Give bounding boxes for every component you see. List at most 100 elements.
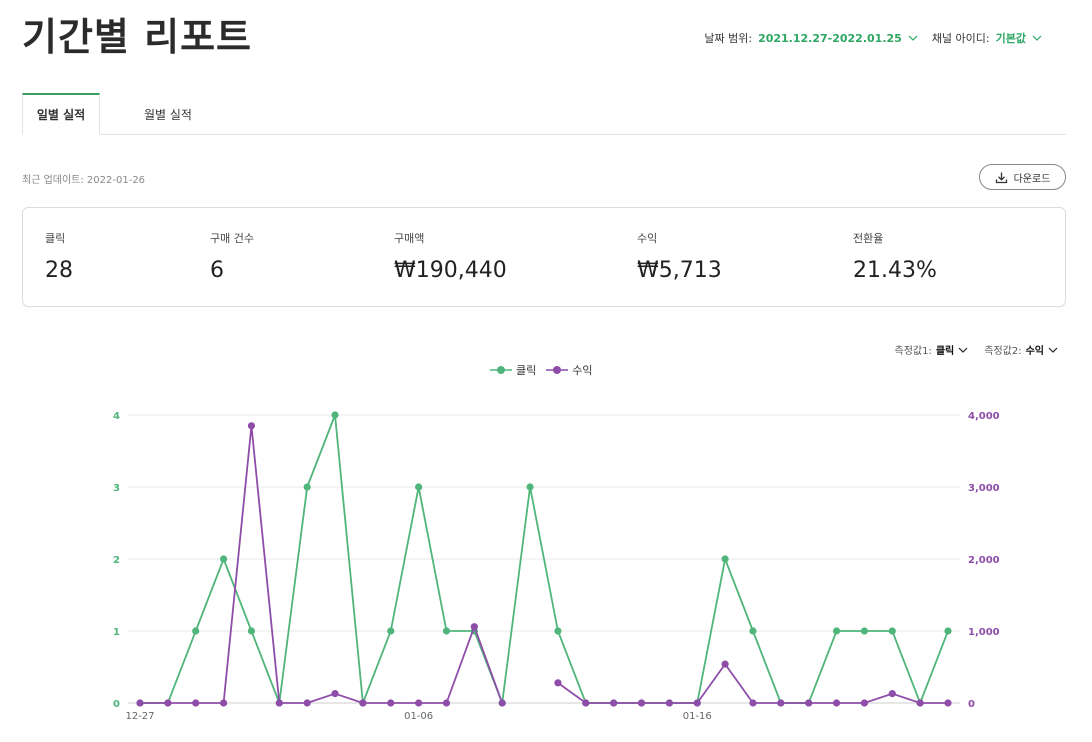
stat-label: 클릭	[45, 232, 66, 245]
daily-performance-chart: 0 0 1 1,000 2 2,000 3 3,000 4 4,000 12-27 01-06 01-1…	[113, 411, 1000, 722]
stat-value: 21.43%	[853, 258, 937, 283]
measure1-value: 클릭	[935, 346, 955, 357]
report-filters: 날짜 범위: 2021.12.27-2022.01.25 채널 아이디: 기본값	[704, 30, 1042, 46]
channel-id-value: 기본값	[995, 32, 1026, 45]
stat-conversion-rate: 전환율 21.43%	[853, 230, 937, 283]
y-left-tick-label: 0	[113, 699, 120, 710]
stat-value: ₩5,713	[637, 258, 722, 283]
stat-value: 28	[45, 258, 73, 283]
tab-daily[interactable]: 일별 실적	[22, 93, 100, 135]
measure1-label: 측정값1:	[894, 346, 932, 357]
channel-id-filter[interactable]: 채널 아이디: 기본값	[932, 30, 1042, 46]
y-left-tick-label: 4	[113, 411, 120, 422]
chevron-down-icon	[1032, 35, 1042, 41]
measure2-select[interactable]: 측정값2: 수익	[984, 342, 1058, 357]
clicks-point	[888, 627, 896, 635]
clicks-point	[387, 627, 395, 635]
revenue-point	[442, 699, 451, 707]
stat-value: ₩190,440	[394, 258, 507, 283]
y-right-tick-label: 1,000	[968, 627, 1000, 638]
legend-marker-revenue	[546, 366, 569, 374]
revenue-point	[944, 699, 952, 707]
legend-item-revenue[interactable]: 수익	[546, 362, 593, 378]
revenue-point	[888, 690, 896, 698]
revenue-line	[557, 662, 948, 704]
legend-item-clicks[interactable]: 클릭	[490, 362, 536, 378]
stat-label: 구매액	[394, 232, 425, 245]
revenue-point	[582, 699, 590, 707]
chart-legend: 클릭 수익	[490, 362, 593, 378]
revenue-point	[275, 699, 283, 707]
last-updated-text: 최근 업데이트: 2022-01-26	[22, 175, 146, 186]
measure2-value: 수익	[1025, 346, 1044, 357]
date-range-value: 2021.12.27-2022.01.25	[758, 31, 902, 45]
clicks-point	[192, 627, 200, 635]
revenue-point	[721, 660, 729, 668]
revenue-line	[140, 425, 504, 704]
revenue-point	[832, 699, 841, 707]
x-tick-label: 01-06	[404, 711, 433, 722]
revenue-point	[665, 699, 673, 707]
revenue-point	[916, 699, 924, 707]
revenue-point	[303, 699, 311, 707]
page-title: 기간별 리포트	[22, 15, 252, 59]
revenue-point	[805, 699, 813, 707]
revenue-point	[331, 690, 339, 698]
revenue-point	[247, 422, 256, 430]
revenue-point	[387, 699, 395, 707]
y-right-tick-label: 2,000	[968, 555, 1000, 566]
stat-label: 구매 건수	[210, 232, 254, 245]
x-tick-label: 12-27	[125, 711, 154, 722]
stat-label: 수익	[637, 232, 658, 245]
revenue-point	[192, 699, 200, 707]
revenue-point	[498, 699, 506, 707]
download-label: 다운로드	[1013, 173, 1051, 185]
date-range-label: 날짜 범위:	[704, 32, 753, 45]
measure1-select[interactable]: 측정값1: 클릭	[895, 342, 969, 357]
clicks-point	[442, 627, 451, 635]
revenue-point	[359, 699, 367, 707]
revenue-point	[470, 623, 478, 631]
chevron-down-icon	[1048, 347, 1058, 353]
y-right-tick-label: 3,000	[968, 483, 1000, 494]
legend-marker-clicks	[490, 366, 512, 374]
revenue-point	[415, 699, 423, 707]
revenue-point	[777, 699, 785, 707]
stat-purchase-amount: 구매액 ₩190,440	[394, 230, 507, 283]
clicks-line	[140, 414, 949, 706]
measure2-label: 측정값2:	[984, 346, 1022, 357]
clicks-point	[247, 627, 256, 635]
clicks-point	[219, 555, 228, 563]
revenue-point	[164, 699, 172, 707]
stat-revenue: 수익 ₩5,713	[637, 230, 722, 283]
revenue-point	[136, 699, 144, 707]
clicks-point	[554, 627, 562, 635]
clicks-point	[860, 627, 869, 635]
clicks-point	[303, 483, 311, 491]
clicks-point	[526, 483, 534, 491]
chevron-down-icon	[908, 35, 918, 41]
y-right-tick-label: 0	[968, 699, 975, 710]
channel-id-label: 채널 아이디:	[931, 32, 990, 45]
download-button[interactable]: 다운로드	[979, 164, 1066, 190]
revenue-point	[554, 679, 562, 687]
revenue-point	[693, 699, 701, 707]
report-tabs: 일별 실적 월별 실적	[22, 93, 1066, 135]
revenue-point	[637, 699, 646, 707]
revenue-point	[749, 699, 757, 707]
stats-summary-card: 클릭 28 구매 건수 6 구매액 ₩190,440 수익 ₩5,713 전환율…	[22, 207, 1066, 307]
clicks-point	[721, 555, 729, 563]
clicks-point	[832, 627, 841, 635]
date-range-filter[interactable]: 날짜 범위: 2021.12.27-2022.01.25	[704, 30, 918, 46]
stat-label: 전환율	[853, 232, 884, 245]
y-left-tick-label: 2	[113, 555, 120, 566]
revenue-point	[219, 699, 228, 707]
stat-purchases: 구매 건수 6	[210, 230, 254, 283]
y-right-tick-label: 4,000	[968, 411, 1000, 422]
tab-monthly[interactable]: 월별 실적	[144, 107, 192, 122]
measure-selectors: 측정값1: 클릭 측정값2: 수익	[895, 342, 1059, 357]
revenue-point	[860, 699, 869, 707]
y-left-tick-label: 1	[113, 627, 120, 638]
revenue-point	[610, 699, 618, 707]
x-tick-label: 01-16	[683, 711, 712, 722]
